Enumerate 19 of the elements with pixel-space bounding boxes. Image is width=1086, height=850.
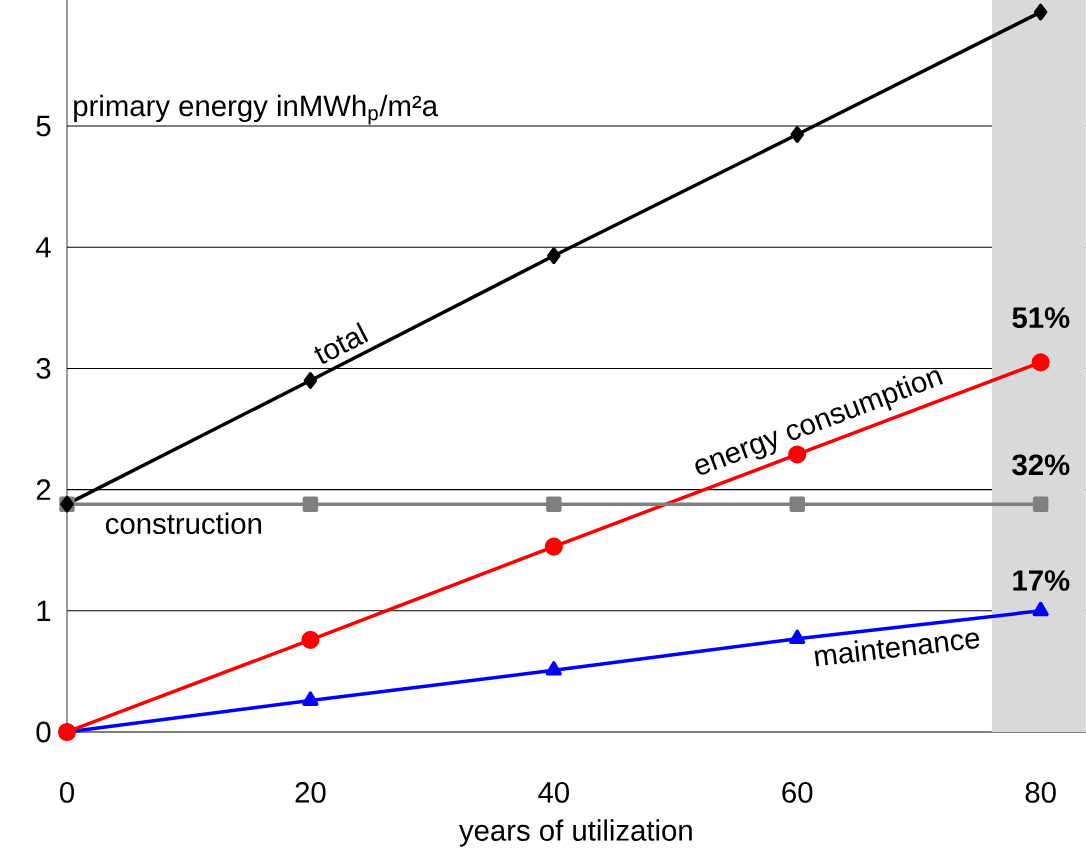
x-tick-label: 60: [782, 782, 813, 803]
y-tick-label: 0: [36, 721, 51, 743]
y-tick-label: 4: [35, 237, 51, 258]
text: total: [314, 322, 369, 364]
y-tick-label: 3: [36, 358, 51, 379]
series-label: construction: [106, 512, 261, 535]
annotation: 17%: [1013, 570, 1070, 591]
x-axis-title: years of utilization: [459, 819, 692, 847]
y-tick-label: 2: [36, 479, 51, 500]
text: maintenance: [814, 632, 980, 667]
x-tick-label: 20: [295, 782, 326, 803]
annotation: 51%: [1012, 307, 1070, 329]
y-tick-label: 1: [37, 600, 51, 621]
y-tick-label: 5: [36, 115, 51, 137]
x-tick-label: 0: [60, 782, 75, 803]
annotation: 32%: [1012, 454, 1070, 476]
y-axis-title: primary energy inMWh$_{p}$/m²a: [74, 94, 439, 125]
x-tick-label: 40: [538, 782, 569, 803]
x-tick-label: 80: [1025, 782, 1056, 803]
